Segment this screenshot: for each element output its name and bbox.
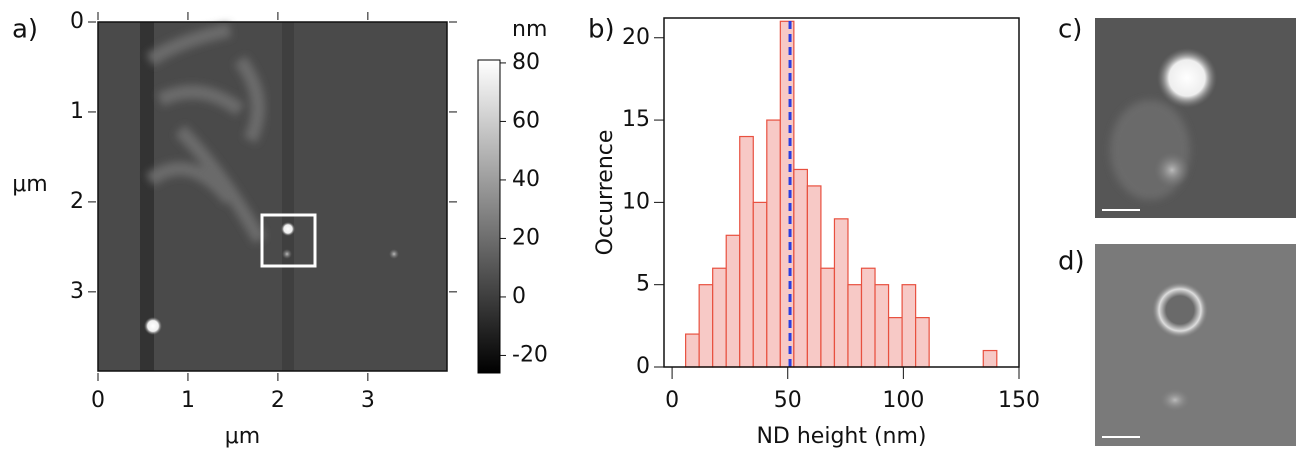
- y-tick-label: 3: [70, 279, 84, 304]
- x-tick-label: 3: [361, 388, 375, 413]
- x-tick-label: 50: [774, 388, 802, 413]
- bar: [712, 267, 727, 368]
- colorbar-tick-label: 20: [512, 225, 540, 250]
- bar: [915, 317, 930, 368]
- colorbar-label: nm: [512, 17, 547, 42]
- y-tick-label: 10: [622, 189, 650, 214]
- y-tick-label: 0: [70, 9, 84, 34]
- x-tick-label: 2: [271, 388, 285, 413]
- colorbar: [477, 59, 501, 374]
- bar: [806, 185, 822, 368]
- bar: [874, 284, 890, 368]
- image-c: [1095, 18, 1296, 218]
- bar: [766, 119, 781, 368]
- y-tick-label: 5: [636, 272, 650, 297]
- panel-label: b): [588, 15, 615, 45]
- image-d: [1095, 244, 1296, 446]
- afm-image: [98, 22, 447, 371]
- panel-label: d): [1058, 247, 1085, 277]
- y-tick-label: 2: [70, 189, 84, 214]
- y-tick-label: 0: [636, 354, 650, 379]
- y-axis-label: μm: [12, 172, 47, 197]
- colorbar-tick-label: 40: [512, 167, 540, 192]
- colorbar-tick-label: 60: [512, 108, 540, 133]
- bar: [698, 284, 714, 368]
- bar: [901, 284, 917, 368]
- bar: [860, 267, 876, 368]
- colorbar-tick-label: 0: [512, 284, 526, 309]
- frame: [97, 21, 448, 372]
- bar: [833, 218, 849, 368]
- y-tick-label: 20: [622, 25, 650, 50]
- x-axis-label: μm: [225, 424, 260, 449]
- bar: [779, 20, 795, 368]
- colorbar-tick-label: 80: [512, 50, 540, 75]
- y-tick-label: 15: [622, 107, 650, 132]
- x-axis-label: ND height (nm): [756, 424, 926, 449]
- x-tick-label: 1: [181, 388, 195, 413]
- colorbar-tick-label: -20: [512, 342, 548, 367]
- y-tick-label: 1: [70, 99, 84, 124]
- bar: [752, 201, 768, 368]
- x-tick-label: 100: [882, 388, 924, 413]
- bar: [982, 349, 998, 368]
- bar: [887, 317, 903, 368]
- frame: [663, 17, 1020, 368]
- x-tick-label: 150: [998, 388, 1040, 413]
- x-tick-label: 0: [91, 388, 105, 413]
- bar: [685, 333, 700, 368]
- panel-label: c): [1058, 15, 1082, 45]
- bar: [793, 168, 808, 368]
- bar: [847, 284, 863, 368]
- y-axis-label: Occurrence: [593, 130, 618, 256]
- panel-label: a): [12, 15, 38, 45]
- bar: [725, 234, 741, 368]
- bar: [820, 267, 836, 368]
- bar: [739, 135, 754, 368]
- x-tick-label: 0: [665, 388, 679, 413]
